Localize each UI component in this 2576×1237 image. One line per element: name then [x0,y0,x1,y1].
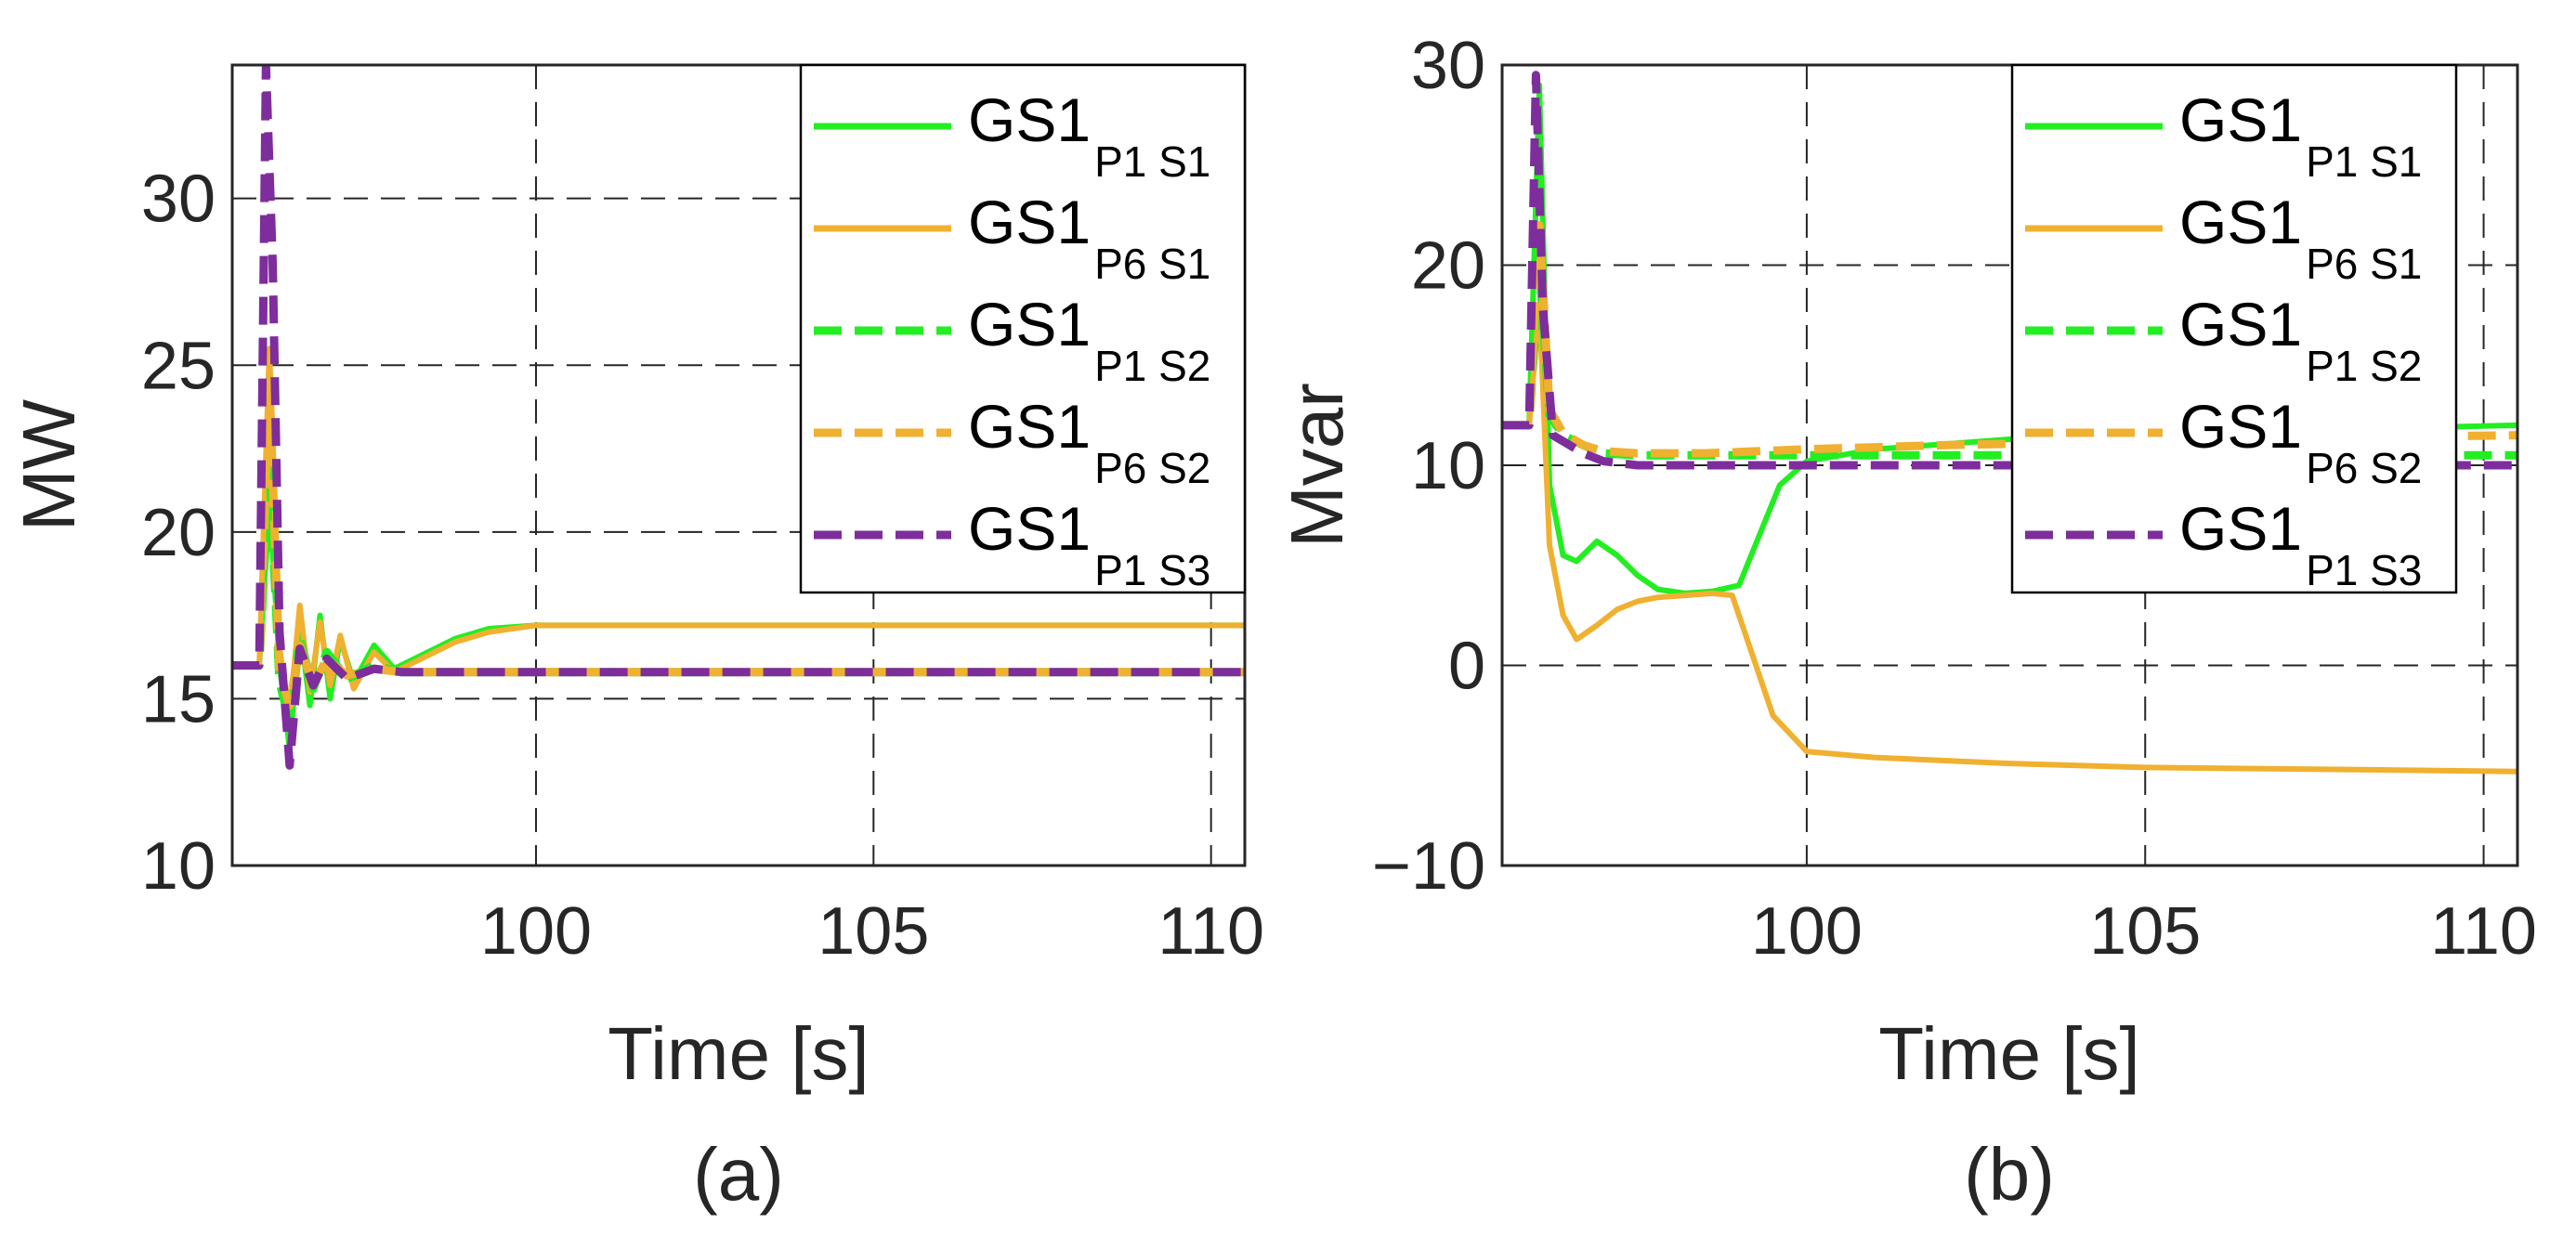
series-line-gs1-p6-s2 [232,377,1245,710]
y-tick-label: 30 [1411,29,1485,103]
x-tick-label: 105 [2089,894,2201,969]
axes-box-b [1500,63,2519,867]
y-axis-label-b: Mvar [1275,383,1358,548]
legend-label: GS1P1 S2 [968,290,1210,390]
x-axis-label-a: Time [s] [608,1012,869,1095]
y-axis-label-a: MW [7,398,90,531]
x-axis-label-b: Time [s] [1878,1012,2139,1095]
legend-label: GS1P6 S1 [968,188,1210,288]
y-tick-label: 20 [141,496,216,570]
y-tick-label: −10 [1372,829,1485,904]
tick-labels-a: 100 105 110 10 15 20 25 30 [141,163,1264,969]
y-tick-label: 30 [141,163,216,237]
panel-label-a: (a) [693,1133,784,1216]
legend-label-subscript: P1 S1 [2306,137,2422,186]
legend-label-base: GS1 [968,494,1091,563]
legend-label-base: GS1 [968,290,1091,358]
legend-label-base: GS1 [2179,392,2302,461]
tick-labels-b: 100 105 110 −10 0 10 20 30 [1372,29,2537,969]
legend-label: GS1P6 S2 [2179,392,2422,492]
legend-label-subscript: P6 S2 [1094,444,1210,492]
y-tick-label: 10 [1411,429,1485,503]
legend-label-subscript: P6 S1 [1094,240,1210,288]
legend-label-base: GS1 [2179,290,2302,358]
series-line-gs1-p6-s1 [1502,302,2517,775]
series-group-a [232,65,1245,770]
legend-label: GS1P1 S3 [2179,494,2422,594]
legend-label-base: GS1 [968,85,1091,154]
legend-label-subscript: P6 S2 [2306,444,2422,492]
legend-label: GS1P1 S1 [968,85,1210,186]
panel-label-b: (b) [1964,1133,2055,1216]
legend-label-base: GS1 [2179,494,2302,563]
x-tick-label: 105 [817,894,929,969]
legend-label: GS1P6 S2 [968,392,1210,492]
legend-label-subscript: P1 S2 [1094,342,1210,390]
y-tick-label: 15 [141,662,216,736]
x-tick-label: 100 [480,894,592,969]
y-tick-label: 25 [141,329,216,403]
legend-label-base: GS1 [968,392,1091,461]
legend-label-subscript: P6 S1 [2306,240,2422,288]
legend-label-subscript: P1 S3 [2306,546,2422,594]
chart-panel-b: 100 105 110 −10 0 10 20 30 Time [s] Mvar (b) GS… [1275,29,2537,1216]
legend-label-subscript: P1 S3 [1094,546,1210,594]
series-line-gs1-p1-s3 [232,65,1245,770]
y-tick-label: 10 [141,829,216,904]
series-line-gs1-p1-s3 [1502,71,2517,470]
legend-label-subscript: P1 S1 [1094,137,1210,186]
legend-label: GS1P6 S1 [2179,188,2422,288]
y-tick-label: 20 [1411,229,1485,304]
x-tick-label: 110 [2430,894,2537,969]
legend-label-base: GS1 [2179,188,2302,256]
legend-label-base: GS1 [2179,85,2302,154]
legend-label-subscript: P1 S2 [2306,342,2422,390]
legend-label: GS1P1 S2 [2179,290,2422,390]
y-tick-label: 0 [1448,630,1485,704]
x-tick-label: 100 [1751,894,1863,969]
x-tick-label: 110 [1157,894,1264,969]
legend-label-base: GS1 [968,188,1091,256]
legend-label: GS1P1 S1 [2179,85,2422,186]
legend-label: GS1P1 S3 [968,494,1210,594]
